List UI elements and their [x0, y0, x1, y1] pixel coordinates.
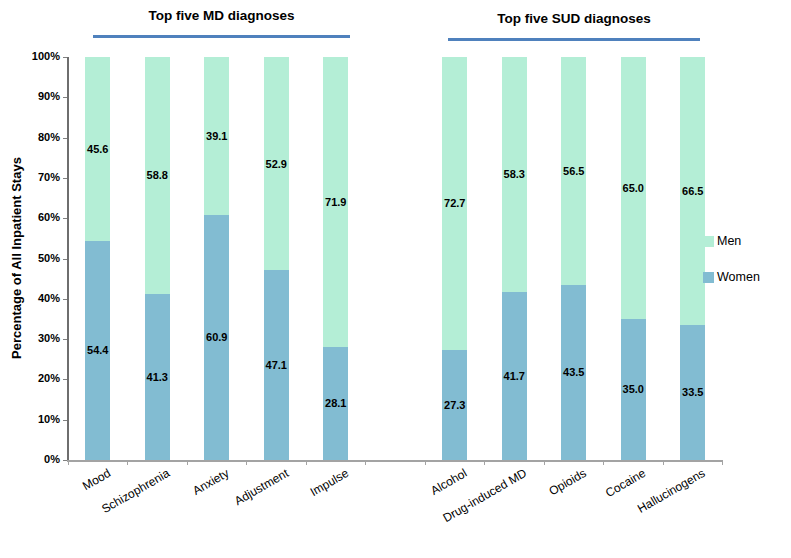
- x-category-label-mood: Mood: [80, 466, 113, 493]
- data-label-men: 72.7: [425, 197, 485, 209]
- y-tick-label: 60%: [16, 211, 60, 223]
- legend-swatch-women: [703, 272, 714, 283]
- x-tick-mark: [187, 460, 188, 465]
- data-label-men: 58.3: [484, 168, 544, 180]
- data-label-women: 41.7: [484, 370, 544, 382]
- y-tick-label: 10%: [16, 413, 60, 425]
- group-header-sud-label: Top five SUD diagnoses: [497, 11, 651, 26]
- x-category-label-cocaine: Cocaine: [603, 466, 648, 500]
- data-label-women: 43.5: [544, 366, 604, 378]
- x-tick-mark: [127, 460, 128, 465]
- data-label-men: 66.5: [663, 185, 723, 197]
- y-tick-mark: [63, 218, 67, 219]
- y-tick-mark: [63, 299, 67, 300]
- group-header-sud: Top five SUD diagnoses: [448, 11, 700, 26]
- y-tick-label: 70%: [16, 171, 60, 183]
- data-label-women: 54.4: [68, 344, 128, 356]
- x-category-label-opioids: Opioids: [547, 466, 589, 498]
- y-tick-mark: [63, 420, 67, 421]
- data-label-men: 71.9: [306, 196, 366, 208]
- data-label-women: 41.3: [127, 371, 187, 383]
- data-label-women: 28.1: [306, 397, 366, 409]
- x-tick-mark: [246, 460, 247, 465]
- y-tick-mark: [63, 339, 67, 340]
- y-tick-label: 0%: [16, 453, 60, 465]
- y-tick-mark: [63, 138, 67, 139]
- y-tick-label: 50%: [16, 252, 60, 264]
- data-label-women: 35.0: [603, 383, 663, 395]
- legend-item-men: Men: [703, 234, 760, 248]
- legend-label-men: Men: [717, 234, 741, 248]
- y-tick-mark: [63, 259, 67, 260]
- data-label-men: 52.9: [246, 158, 306, 170]
- y-tick-mark: [63, 97, 67, 98]
- data-label-women: 27.3: [425, 399, 485, 411]
- x-tick-mark: [544, 460, 545, 465]
- data-label-men: 65.0: [603, 182, 663, 194]
- group-header-sud-underline: [448, 38, 700, 41]
- y-tick-label: 40%: [16, 292, 60, 304]
- group-header-md: Top five MD diagnoses: [93, 8, 350, 23]
- y-tick-mark: [63, 460, 67, 461]
- y-tick-mark: [63, 379, 67, 380]
- data-label-women: 47.1: [246, 359, 306, 371]
- group-header-md-underline: [93, 35, 350, 38]
- x-category-label-alcohol: Alcohol: [429, 466, 470, 498]
- y-tick-label: 80%: [16, 131, 60, 143]
- y-tick-label: 100%: [16, 50, 60, 62]
- y-tick-label: 90%: [16, 90, 60, 102]
- data-label-women: 60.9: [187, 331, 247, 343]
- y-tick-label: 30%: [16, 332, 60, 344]
- legend: Men Women: [703, 234, 760, 306]
- x-tick-mark: [603, 460, 604, 465]
- y-tick-label: 20%: [16, 372, 60, 384]
- x-tick-mark: [68, 460, 69, 465]
- data-label-men: 39.1: [187, 130, 247, 142]
- x-tick-mark: [663, 460, 664, 465]
- y-tick-mark: [63, 178, 67, 179]
- x-category-label-hallucinogens: Hallucinogens: [635, 466, 707, 516]
- x-tick-mark: [484, 460, 485, 465]
- x-category-label-anxiety: Anxiety: [191, 466, 232, 498]
- x-tick-mark: [425, 460, 426, 465]
- data-label-women: 33.5: [663, 386, 723, 398]
- x-tick-mark: [722, 460, 723, 465]
- x-category-label-adjustment: Adjustment: [232, 466, 291, 508]
- legend-item-women: Women: [703, 270, 760, 284]
- y-tick-mark: [63, 57, 67, 58]
- x-category-label-impulse: Impulse: [307, 466, 350, 499]
- legend-swatch-men: [703, 236, 714, 247]
- group-header-md-label: Top five MD diagnoses: [148, 8, 294, 23]
- data-label-men: 58.8: [127, 169, 187, 181]
- legend-label-women: Women: [717, 270, 760, 284]
- y-axis-line: [67, 57, 69, 460]
- x-tick-mark: [306, 460, 307, 465]
- data-label-men: 45.6: [68, 143, 128, 155]
- x-tick-mark: [365, 460, 366, 465]
- stacked-bar-chart-figure: Top five MD diagnoses Top five SUD diagn…: [0, 0, 791, 558]
- x-axis-line: [67, 460, 723, 462]
- data-label-men: 56.5: [544, 165, 604, 177]
